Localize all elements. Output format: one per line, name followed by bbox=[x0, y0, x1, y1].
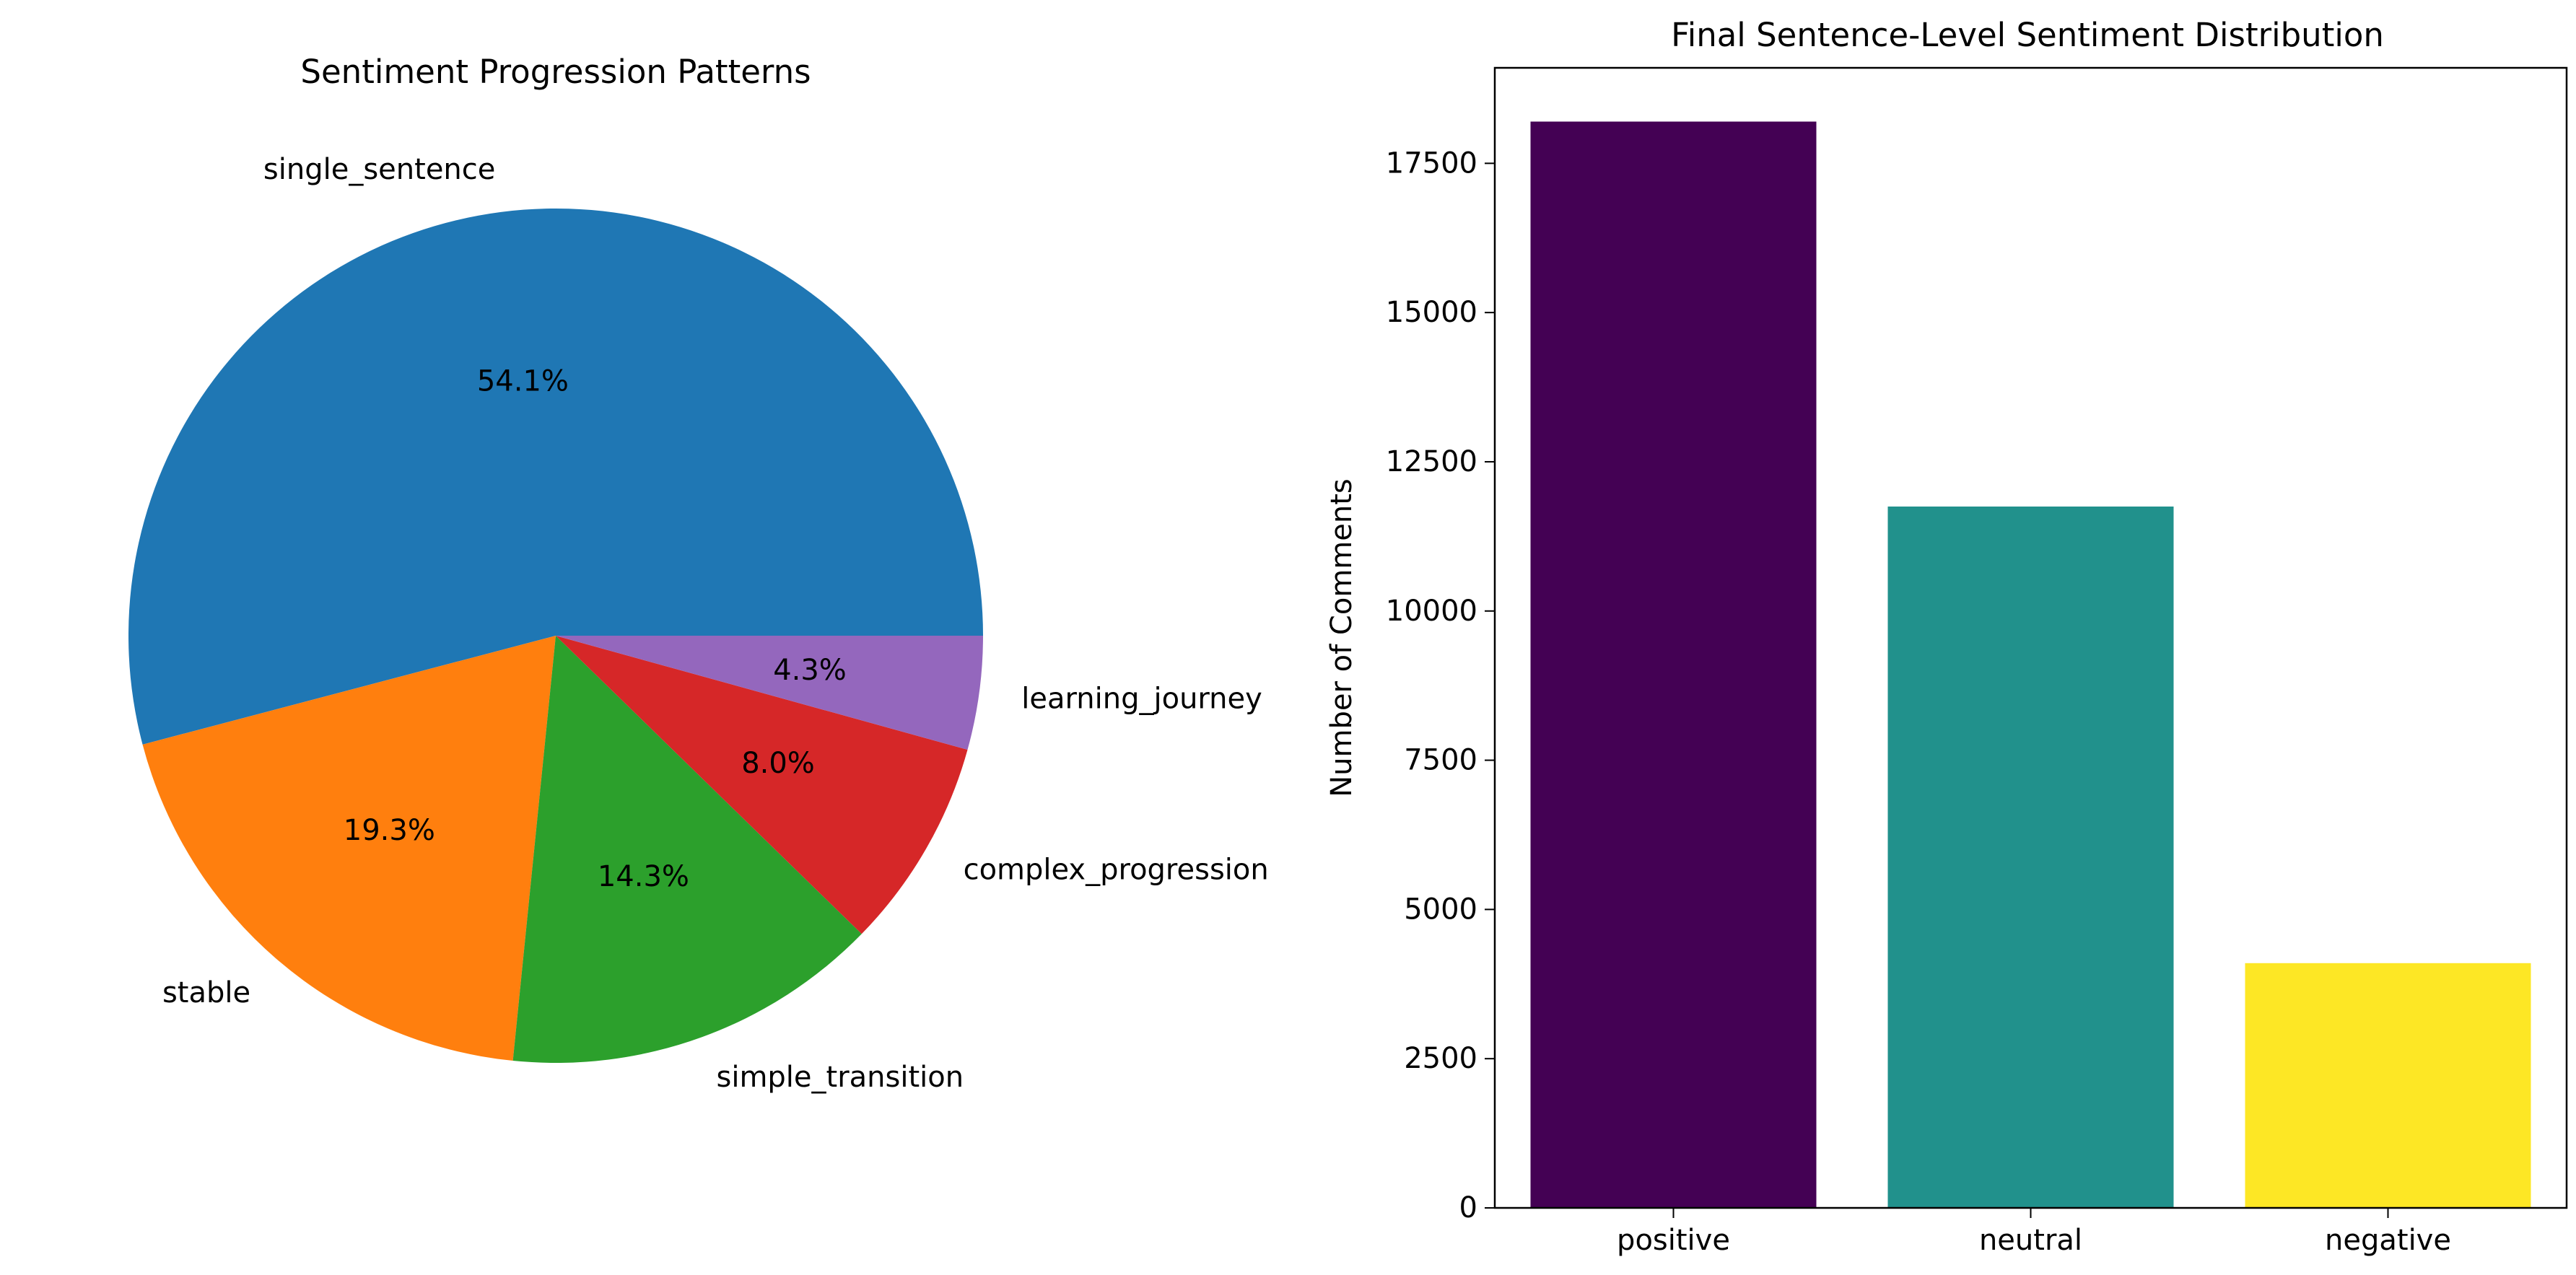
y-tick-label: 17500 bbox=[1386, 146, 1477, 180]
pie-percent-complex-progression: 8.0% bbox=[741, 747, 815, 780]
y-axis-label: Number of Comments bbox=[1325, 478, 1358, 797]
bar-series bbox=[1530, 121, 2531, 1208]
y-tick-label: 15000 bbox=[1386, 296, 1477, 329]
bar-chart-title: Final Sentence-Level Sentiment Distribut… bbox=[1671, 16, 2384, 54]
pie-label-simple-transition: simple_transition bbox=[717, 1061, 964, 1094]
x-tick-label-neutral: neutral bbox=[1979, 1224, 2082, 1257]
x-tick-label-positive: positive bbox=[1617, 1224, 1730, 1257]
pie-label-learning-journey: learning_journey bbox=[1021, 683, 1262, 716]
y-tick-label: 2500 bbox=[1404, 1042, 1477, 1075]
pie-label-stable: stable bbox=[162, 976, 250, 1009]
y-tick-label: 7500 bbox=[1404, 744, 1477, 777]
pie-slice-complex-progression bbox=[556, 636, 968, 934]
pie-slice-stable bbox=[142, 636, 556, 1061]
pie-label-complex-progression: complex_progression bbox=[964, 853, 1269, 886]
pie-percent-learning-journey: 4.3% bbox=[773, 654, 847, 687]
pie-percent-simple-transition: 14.3% bbox=[598, 860, 689, 893]
bar-negative bbox=[2245, 963, 2531, 1208]
y-tick-label: 10000 bbox=[1386, 595, 1477, 628]
y-tick-label: 12500 bbox=[1386, 445, 1477, 478]
pie-slice-learning-journey bbox=[556, 636, 983, 750]
bar-axes: positive neutral negative 0 2500 5000 7500 1000… bbox=[1386, 66, 2568, 1257]
pie-percent-single-sentence: 54.1% bbox=[477, 365, 569, 398]
x-tick-label-negative: negative bbox=[2325, 1224, 2451, 1257]
y-tick-label: 0 bbox=[1459, 1191, 1477, 1224]
bar-positive bbox=[1530, 121, 1817, 1208]
pie-slice-simple-transition bbox=[512, 636, 862, 1063]
pie-chart: Sentiment Progression Patterns single_se… bbox=[128, 53, 1269, 1094]
pie-slice-single-sentence bbox=[128, 208, 984, 745]
pie-label-single-sentence: single_sentence bbox=[263, 153, 495, 186]
pie-labels: single_sentence 54.1% stable 19.3% simple_tr… bbox=[162, 153, 1269, 1094]
plot-frame bbox=[1493, 66, 2568, 1209]
y-tick-label: 5000 bbox=[1404, 893, 1477, 926]
bar-neutral bbox=[1887, 507, 2174, 1208]
pie-chart-title: Sentiment Progression Patterns bbox=[300, 53, 811, 91]
pie-slices bbox=[128, 208, 984, 1063]
pie-percent-stable: 19.3% bbox=[344, 814, 435, 847]
bar-chart: Final Sentence-Level Sentiment Distribut… bbox=[1325, 16, 2568, 1257]
